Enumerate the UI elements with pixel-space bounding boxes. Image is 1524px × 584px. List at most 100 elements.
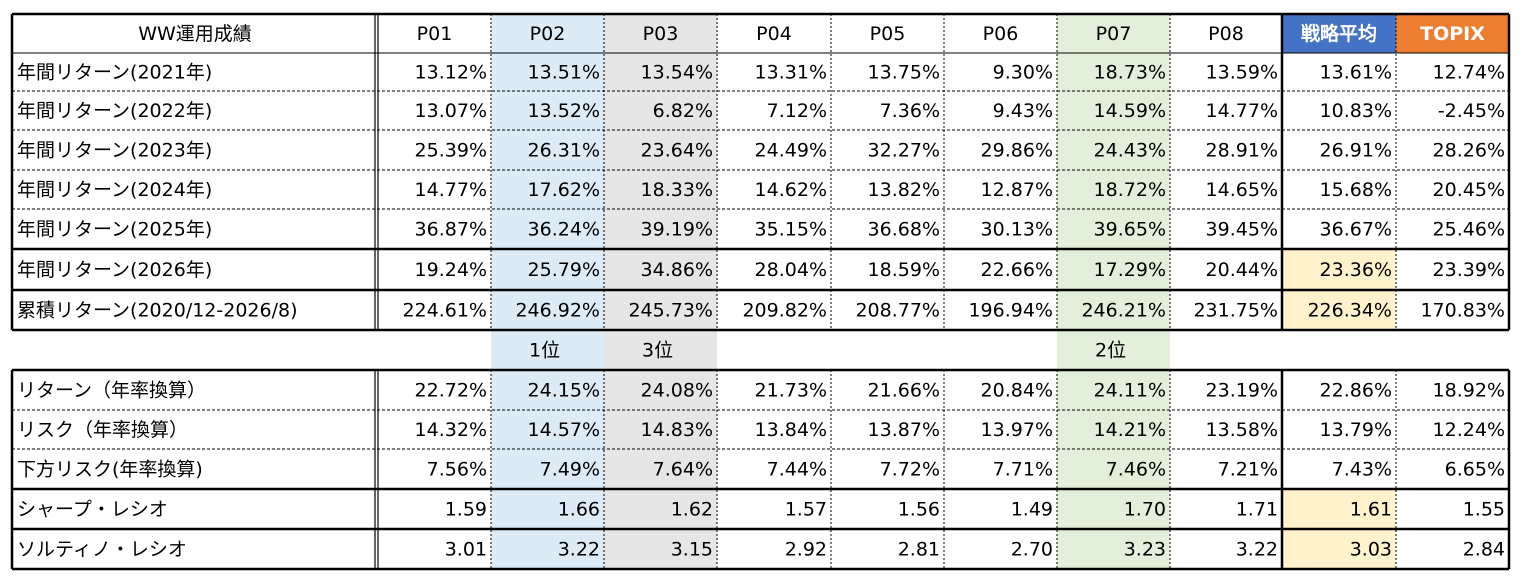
cell-value: 13.51% [528,62,600,84]
cell-bg [1282,14,1396,53]
cell-value: 1.62 [671,499,713,521]
cell-value: 14.21% [1094,419,1166,441]
cell-value: 14.57% [528,419,600,441]
cell-value: 13.79% [1320,419,1392,441]
cell-bg [1396,14,1509,53]
cell-bg [491,370,604,569]
cell-value: 18.59% [868,259,940,281]
column-header: 戦略平均 [1301,22,1377,45]
cell-value: 13.52% [528,100,600,122]
cell-value: 7.71% [993,459,1053,481]
cell-value: 224.61% [402,300,487,322]
cell-value: 13.54% [641,62,713,84]
cell-value: 13.61% [1320,62,1392,84]
cell-value: 24.49% [755,140,827,162]
cell-bg [1282,290,1396,330]
cell-value: 28.04% [755,259,827,281]
cell-value: 208.77% [855,300,940,322]
cell-value: 34.86% [641,259,713,281]
cell-value: 7.12% [767,100,827,122]
cell-value: 7.36% [880,100,940,122]
cell-value: 13.75% [868,62,940,84]
cell-value: 7.21% [1218,459,1278,481]
cell-value: 17.29% [1094,259,1166,281]
column-header: P01 [417,23,453,45]
cell-value: 2.92 [785,539,827,561]
cell-value: 13.07% [415,100,487,122]
cell-value: 19.24% [415,259,487,281]
cell-value: 13.84% [755,419,827,441]
cell-value: 3.22 [1236,539,1278,561]
cell-bg [1282,249,1396,290]
cell-value: 18.72% [1094,179,1166,201]
cell-value: 1.55 [1463,499,1505,521]
cell-value: 24.08% [641,380,713,402]
column-header: P03 [643,23,679,45]
column-header: P02 [530,23,566,45]
cell-value: 22.86% [1320,380,1392,402]
cell-value: 28.26% [1433,140,1505,162]
cell-value: 23.39% [1433,259,1505,281]
cell-value: 1.71 [1236,499,1278,521]
cell-value: 20.84% [981,380,1053,402]
cell-value: 7.49% [540,459,600,481]
cell-value: 2.70 [1011,539,1053,561]
cell-value: 14.62% [755,179,827,201]
cell-value: 35.15% [755,219,827,241]
cell-value: 36.87% [415,219,487,241]
cell-value: 3.22 [558,539,600,561]
row-label: シャープ・レシオ [17,499,168,521]
cell-value: 226.34% [1307,300,1392,322]
cell-value: 7.44% [767,459,827,481]
cell-bg [1057,370,1170,569]
rank-label: 2位 [1095,340,1126,362]
cell-value: 246.92% [515,300,600,322]
cell-value: 29.86% [981,140,1053,162]
cell-bg [604,14,717,330]
cell-value: 23.19% [1206,380,1278,402]
cell-value: 28.91% [1206,140,1278,162]
cell-value: 23.64% [641,140,713,162]
cell-bg [491,330,604,370]
column-header: P05 [870,23,906,45]
cell-value: 30.13% [981,219,1053,241]
row-label: ソルティノ・レシオ [17,539,187,561]
cell-value: 9.43% [993,100,1053,122]
rank-label: 3位 [642,340,673,362]
row-label: 累積リターン(2020/12-2026/8) [17,300,298,322]
cell-value: -2.45% [1438,100,1505,122]
cell-value: 36.24% [528,219,600,241]
cell-value: 6.82% [653,100,713,122]
cell-value: 25.46% [1433,219,1505,241]
cell-value: 7.64% [653,459,713,481]
cell-bg [604,370,717,569]
cell-value: 13.31% [755,62,827,84]
row-label: 年間リターン(2023年) [17,140,212,162]
cell-value: 1.59 [445,499,487,521]
row-label: 年間リターン(2025年) [17,219,212,241]
cell-value: 14.32% [415,419,487,441]
column-header: P08 [1208,23,1244,45]
column-header: TOPIX [1420,23,1485,45]
cell-value: 26.91% [1320,140,1392,162]
cell-value: 196.94% [968,300,1053,322]
cell-value: 17.62% [528,179,600,201]
cell-value: 21.66% [868,380,940,402]
row-label: 下方リスク(年率換算) [17,459,203,481]
cell-value: 24.11% [1094,380,1166,402]
cell-value: 1.70 [1124,499,1166,521]
cell-value: 22.66% [981,259,1053,281]
cell-value: 3.01 [445,539,487,561]
cell-value: 1.56 [898,499,940,521]
cell-bg [604,330,717,370]
cell-value: 14.77% [415,179,487,201]
cell-value: 1.49 [1011,499,1053,521]
cell-value: 10.83% [1320,100,1392,122]
cell-value: 22.72% [415,380,487,402]
cell-value: 3.23 [1124,539,1166,561]
cell-value: 13.58% [1206,419,1278,441]
row-label: 年間リターン(2024年) [17,179,212,201]
cell-value: 23.36% [1320,259,1392,281]
row-label: 年間リターン(2021年) [17,62,212,84]
